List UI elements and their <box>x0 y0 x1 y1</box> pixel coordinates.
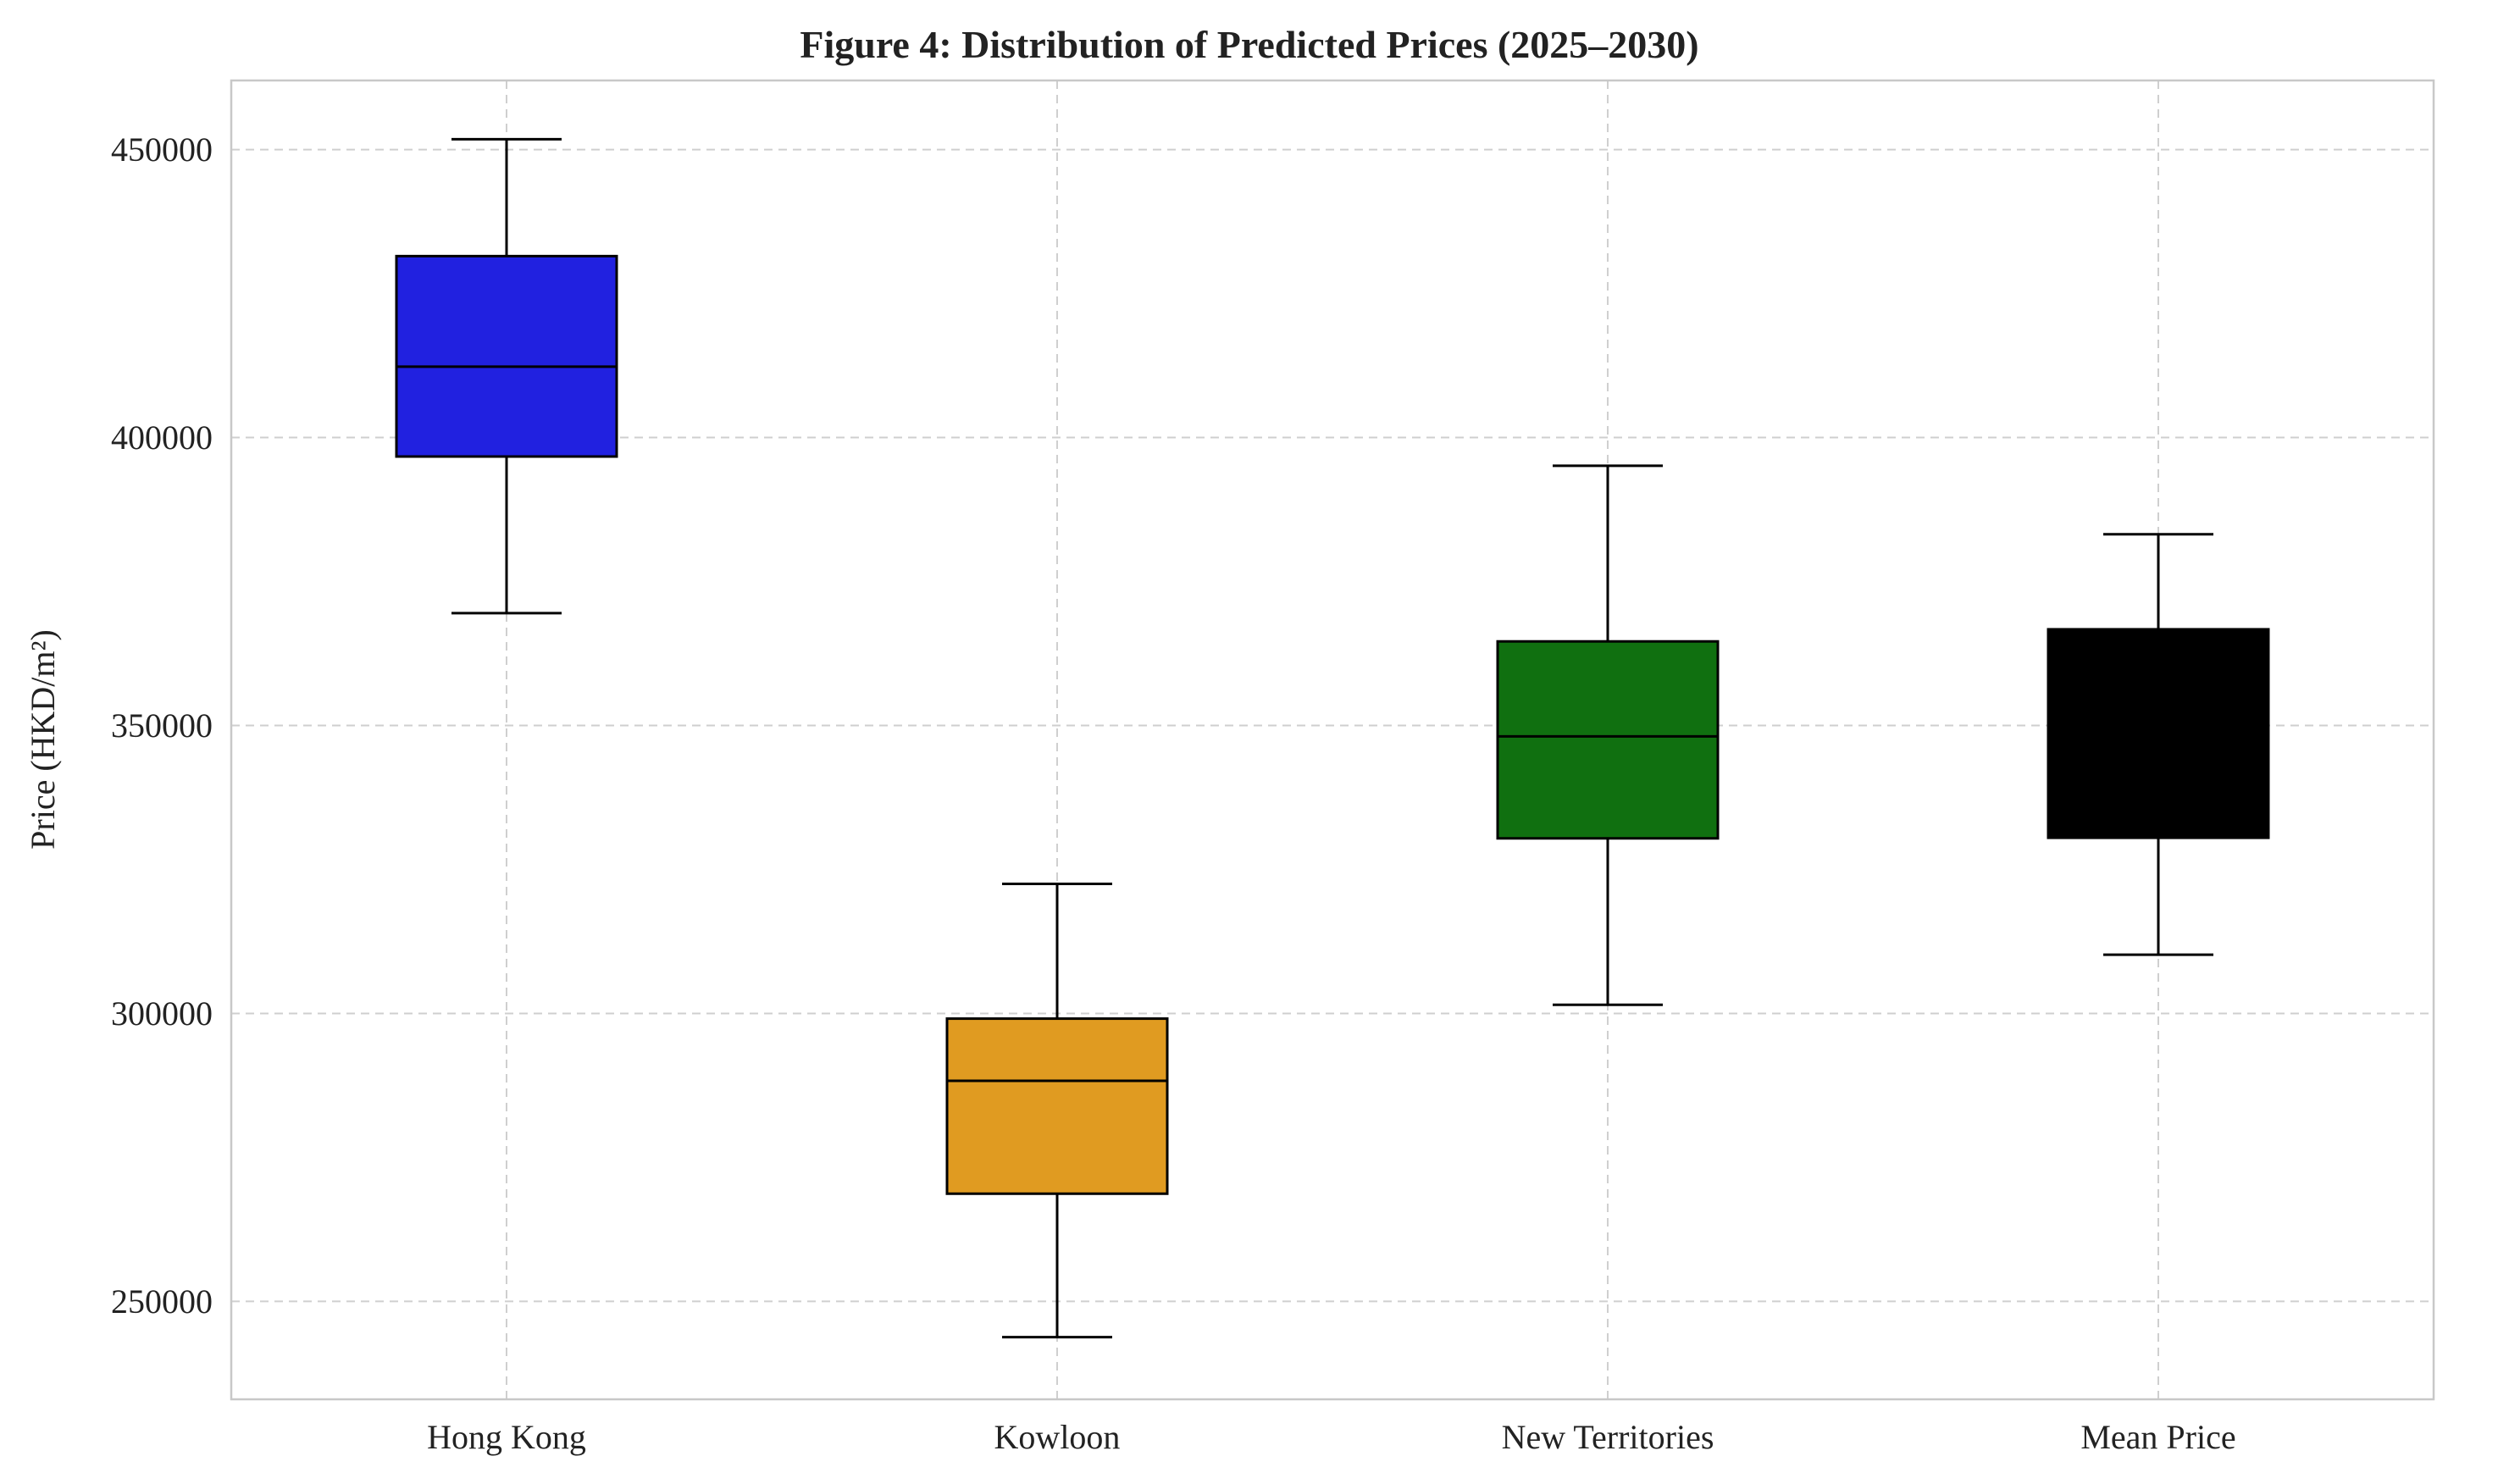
y-tick-label: 400000 <box>111 418 213 457</box>
box-group <box>2047 533 2270 956</box>
plot-frame <box>230 79 2435 1401</box>
x-tick-label: Kowloon <box>994 1418 1121 1456</box>
boxes <box>395 137 2270 1339</box>
y-tick-label: 450000 <box>111 130 213 169</box>
x-tick-labels: Hong Kong Kowloon New Territories Mean Pric… <box>427 1418 2236 1456</box>
chart-title: Figure 4: Distribution of Predicted Pric… <box>800 23 1698 66</box>
y-axis-label: Price (HKD/m²) <box>24 629 62 850</box>
box <box>945 1017 1169 1195</box>
y-tick-label: 350000 <box>111 706 213 745</box>
box-group <box>945 882 1169 1339</box>
box <box>2047 628 2270 839</box>
x-tick-label: Hong Kong <box>427 1418 586 1456</box>
x-tick-label: Mean Price <box>2080 1418 2235 1456</box>
box-group <box>395 137 618 615</box>
box <box>1496 640 1720 840</box>
box <box>395 254 618 458</box>
box-group <box>1496 464 1720 1006</box>
y-tick-labels: 250000 300000 350000 400000 450000 <box>111 130 213 1321</box>
y-tick-label: 300000 <box>111 994 213 1033</box>
y-tick-label: 250000 <box>111 1282 213 1321</box>
x-tick-label: New Territories <box>1502 1418 1714 1456</box>
